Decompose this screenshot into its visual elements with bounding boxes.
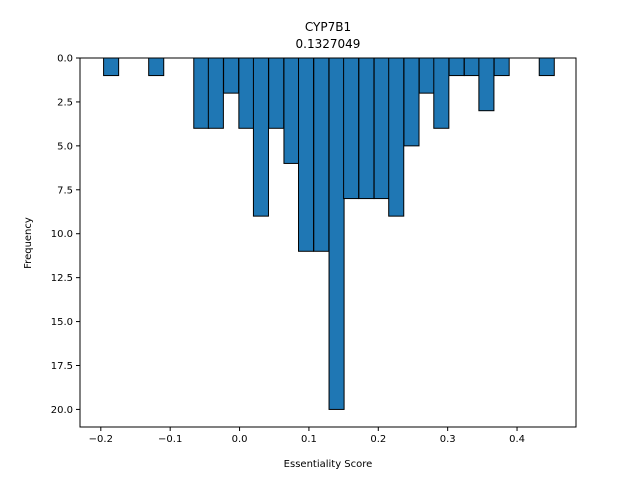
- histogram-bar: [538, 57, 555, 77]
- y-tick-label: 12.5: [51, 273, 73, 284]
- y-axis-ticks: 0.0 2.5 5.0 7.5 10.0 12.5 15.0 17.5 20.0: [51, 54, 80, 416]
- histogram-bar: [298, 57, 315, 252]
- x-axis-label: Essentiality Score: [284, 459, 373, 470]
- histogram-bar: [148, 57, 165, 77]
- bars-group: [103, 57, 555, 410]
- y-tick-label: 20.0: [51, 405, 73, 416]
- y-tick-label: 15.0: [51, 317, 73, 328]
- histogram-bar: [403, 57, 420, 147]
- y-tick-label: 5.0: [57, 141, 73, 152]
- x-tick-label: 0.1: [301, 434, 317, 445]
- histogram-bar: [252, 57, 269, 217]
- chart-subtitle: 0.1327049: [296, 37, 361, 51]
- histogram-bar: [448, 57, 465, 77]
- histogram-bar: [223, 57, 240, 94]
- y-tick-label: 0.0: [57, 54, 73, 65]
- histogram-bar: [358, 57, 375, 200]
- histogram-bar: [478, 57, 495, 112]
- histogram-bar: [238, 57, 255, 129]
- histogram-bar: [433, 57, 450, 129]
- histogram-bar: [493, 57, 510, 77]
- x-tick-label: 0.3: [440, 434, 456, 445]
- x-tick-label: 0.4: [509, 434, 525, 445]
- y-axis-label: Frequency: [23, 217, 34, 269]
- histogram-bar: [313, 57, 330, 252]
- histogram-bar: [207, 57, 224, 129]
- x-tick-label: 0.0: [232, 434, 248, 445]
- histogram-bar: [343, 57, 360, 200]
- x-tick-label: −0.1: [158, 434, 182, 445]
- histogram-bar: [103, 57, 120, 77]
- plot-frame: [79, 57, 577, 428]
- histogram-bar: [463, 57, 480, 77]
- y-tick-label: 10.0: [51, 229, 73, 240]
- y-tick-label: 17.5: [51, 361, 73, 372]
- histogram-bar: [328, 57, 345, 410]
- x-axis-ticks: −0.2 −0.1 0.0 0.1 0.2 0.3 0.4: [89, 427, 525, 445]
- x-tick-label: −0.2: [89, 434, 113, 445]
- histogram-bar: [268, 57, 285, 129]
- histogram-bar: [418, 57, 435, 94]
- chart-title: CYP7B1: [305, 20, 351, 34]
- histogram-bar: [373, 57, 390, 200]
- histogram-bar: [388, 57, 405, 217]
- y-tick-label: 7.5: [57, 185, 73, 196]
- histogram-bar: [283, 57, 300, 164]
- histogram-bar: [193, 57, 210, 129]
- y-tick-label: 2.5: [57, 97, 73, 108]
- x-tick-label: 0.2: [370, 434, 386, 445]
